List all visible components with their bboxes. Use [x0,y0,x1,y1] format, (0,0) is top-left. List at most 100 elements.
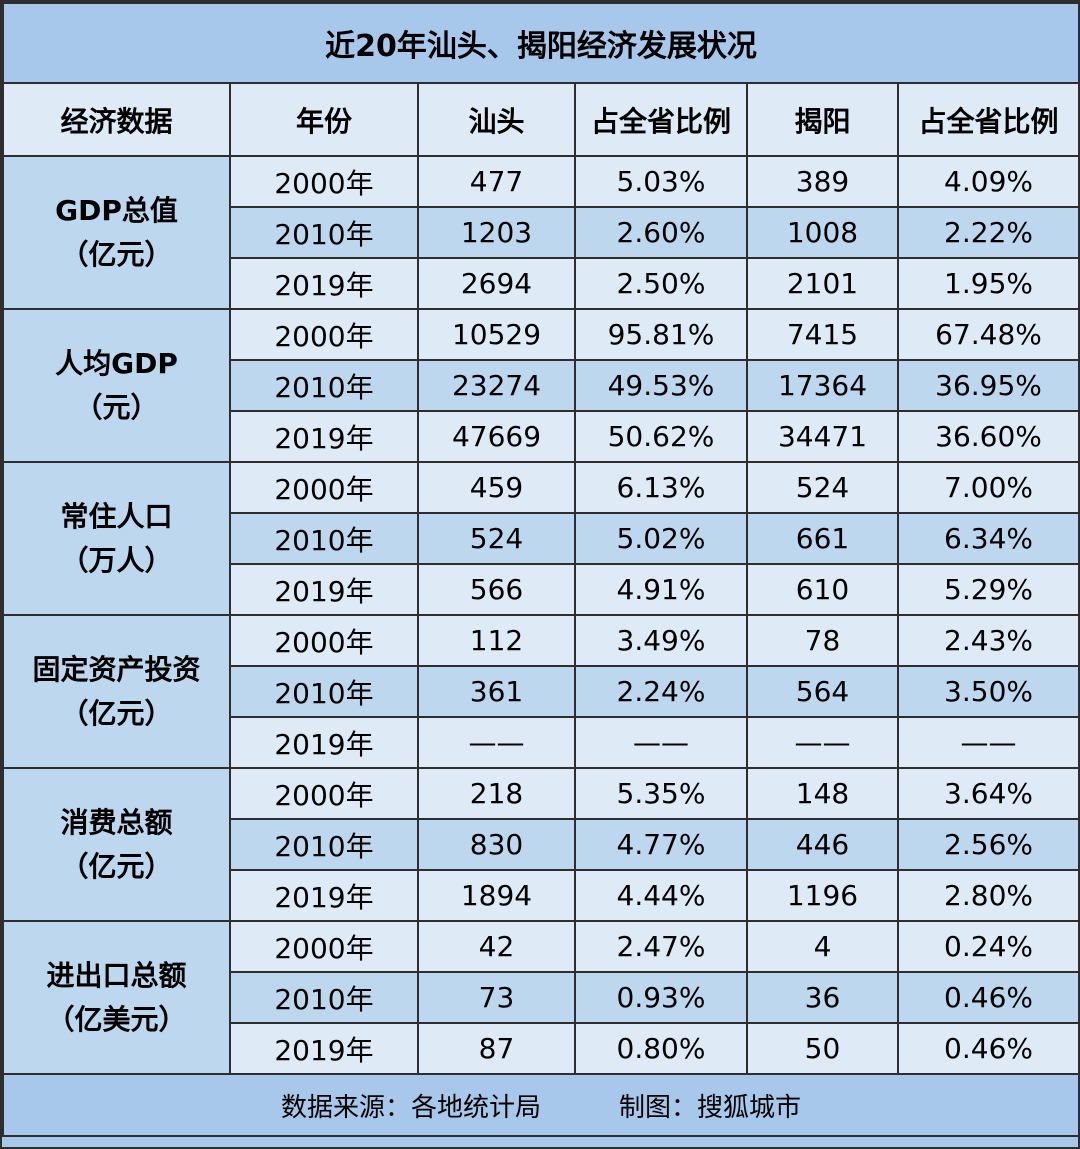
year-cell: 2019年 [229,869,419,922]
year-cell: 2019年 [229,716,419,769]
header-year: 年份 [229,82,419,157]
category-unit: （亿元） [60,849,173,883]
jieyang-share: 2.80% [896,869,1080,922]
category-name: 进出口总额 [46,958,187,992]
shantou-value: 361 [417,665,576,718]
shantou-value: 459 [417,461,576,514]
jieyang-share: 3.50% [896,665,1080,718]
category-cell: 固定资产投资 （亿元） [2,614,231,769]
jieyang-value: 36 [746,971,899,1024]
shantou-value: —— [417,716,576,769]
table-row: 2019年 47669 50.62% 34471 36.60% [3,410,1080,463]
category-name: GDP总值 [55,193,178,227]
category-unit: （亿元） [60,696,173,730]
year-cell: 2019年 [229,1022,419,1075]
jieyang-value: 7415 [746,308,899,361]
year-cell: 2019年 [229,563,419,616]
jieyang-value: 389 [746,155,899,208]
year-cell: 2010年 [229,665,419,718]
shantou-value: 73 [417,971,576,1024]
jieyang-share: 67.48% [896,308,1080,361]
table-row: 2010年 23274 49.53% 17364 36.95% [3,359,1080,412]
year-cell: 2010年 [229,206,419,259]
table-row: 2010年 1203 2.60% 1008 2.22% [3,206,1080,259]
table-row: 固定资产投资 （亿元） 2000年 112 3.49% 78 2.43% [2,614,1080,769]
shantou-share: 4.91% [574,563,748,616]
year-cell: 2000年 [229,155,419,208]
shantou-share: 4.44% [574,869,748,922]
category-cell: 进出口总额 （亿美元） [2,920,231,1075]
table-title: 近20年汕头、揭阳经济发展状况 [1,2,1080,84]
jieyang-share: 7.00% [896,461,1080,514]
jieyang-value: 1196 [746,869,899,922]
category-cell: 消费总额 （亿元） [2,767,231,922]
table-row: GDP总值 （亿元） 2000年 477 5.03% 389 4.09% [2,155,1080,310]
category-name: 固定资产投资 [32,652,201,686]
table-row: 2010年 73 0.93% 36 0.46% [3,971,1080,1024]
shantou-share: 49.53% [574,359,748,412]
jieyang-share: 4.09% [896,155,1080,208]
category-unit: （万人） [60,543,173,577]
jieyang-share: 2.56% [896,818,1080,871]
category-name: 常住人口 [60,499,173,533]
jieyang-share: 0.24% [896,920,1080,973]
shantou-value: 23274 [417,359,576,412]
category-name: 人均GDP [55,346,178,380]
shantou-value: 477 [417,155,576,208]
jieyang-value: 4 [746,920,899,973]
shantou-share: 6.13% [574,461,748,514]
table-row: 2010年 830 4.77% 446 2.56% [3,818,1080,871]
table-row: 进出口总额 （亿美元） 2000年 42 2.47% 4 0.24% [2,920,1080,1075]
jieyang-share: 36.95% [896,359,1080,412]
shantou-share: 0.80% [574,1022,748,1075]
shantou-value: 42 [417,920,576,973]
jieyang-share: 0.46% [896,971,1080,1024]
jieyang-value: 524 [746,461,899,514]
year-cell: 2000年 [229,308,419,361]
table-row: 2019年 566 4.91% 610 5.29% [3,563,1080,616]
shantou-share: 2.24% [574,665,748,718]
shantou-share: 95.81% [574,308,748,361]
table-row: 2010年 524 5.02% 661 6.34% [3,512,1080,565]
shantou-share: 0.93% [574,971,748,1024]
header-category: 经济数据 [2,82,231,157]
jieyang-value: 78 [746,614,899,667]
category-cell: GDP总值 （亿元） [2,155,231,310]
jieyang-share: 6.34% [896,512,1080,565]
table-footer: 数据来源：各地统计局 制图：搜狐城市 [1,1073,1080,1137]
shantou-value: 2694 [417,257,576,310]
category-cell: 常住人口 （万人） [2,461,231,616]
shantou-share: —— [574,716,748,769]
jieyang-value: —— [746,716,899,769]
jieyang-share: 2.43% [896,614,1080,667]
jieyang-value: 2101 [746,257,899,310]
jieyang-value: 446 [746,818,899,871]
shantou-value: 112 [417,614,576,667]
jieyang-value: 148 [746,767,899,820]
jieyang-value: 50 [746,1022,899,1075]
shantou-share: 2.50% [574,257,748,310]
shantou-share: 5.02% [574,512,748,565]
category-unit: （元） [74,390,159,424]
year-cell: 2010年 [229,359,419,412]
table-row: 2019年 87 0.80% 50 0.46% [3,1022,1080,1075]
shantou-value: 10529 [417,308,576,361]
table-row: 2019年 —— —— —— —— [3,716,1080,769]
jieyang-share: 5.29% [896,563,1080,616]
shantou-value: 87 [417,1022,576,1075]
shantou-value: 524 [417,512,576,565]
jieyang-share: 1.95% [896,257,1080,310]
jieyang-share: —— [896,716,1080,769]
shantou-value: 830 [417,818,576,871]
header-shantou-share: 占全省比例 [574,82,748,157]
year-cell: 2000年 [229,461,419,514]
category-unit: （亿元） [60,237,173,271]
shantou-share: 3.49% [574,614,748,667]
year-cell: 2000年 [229,767,419,820]
year-cell: 2019年 [229,257,419,310]
shantou-share: 2.60% [574,206,748,259]
category-name: 消费总额 [60,805,173,839]
jieyang-share: 2.22% [896,206,1080,259]
year-cell: 2000年 [229,614,419,667]
